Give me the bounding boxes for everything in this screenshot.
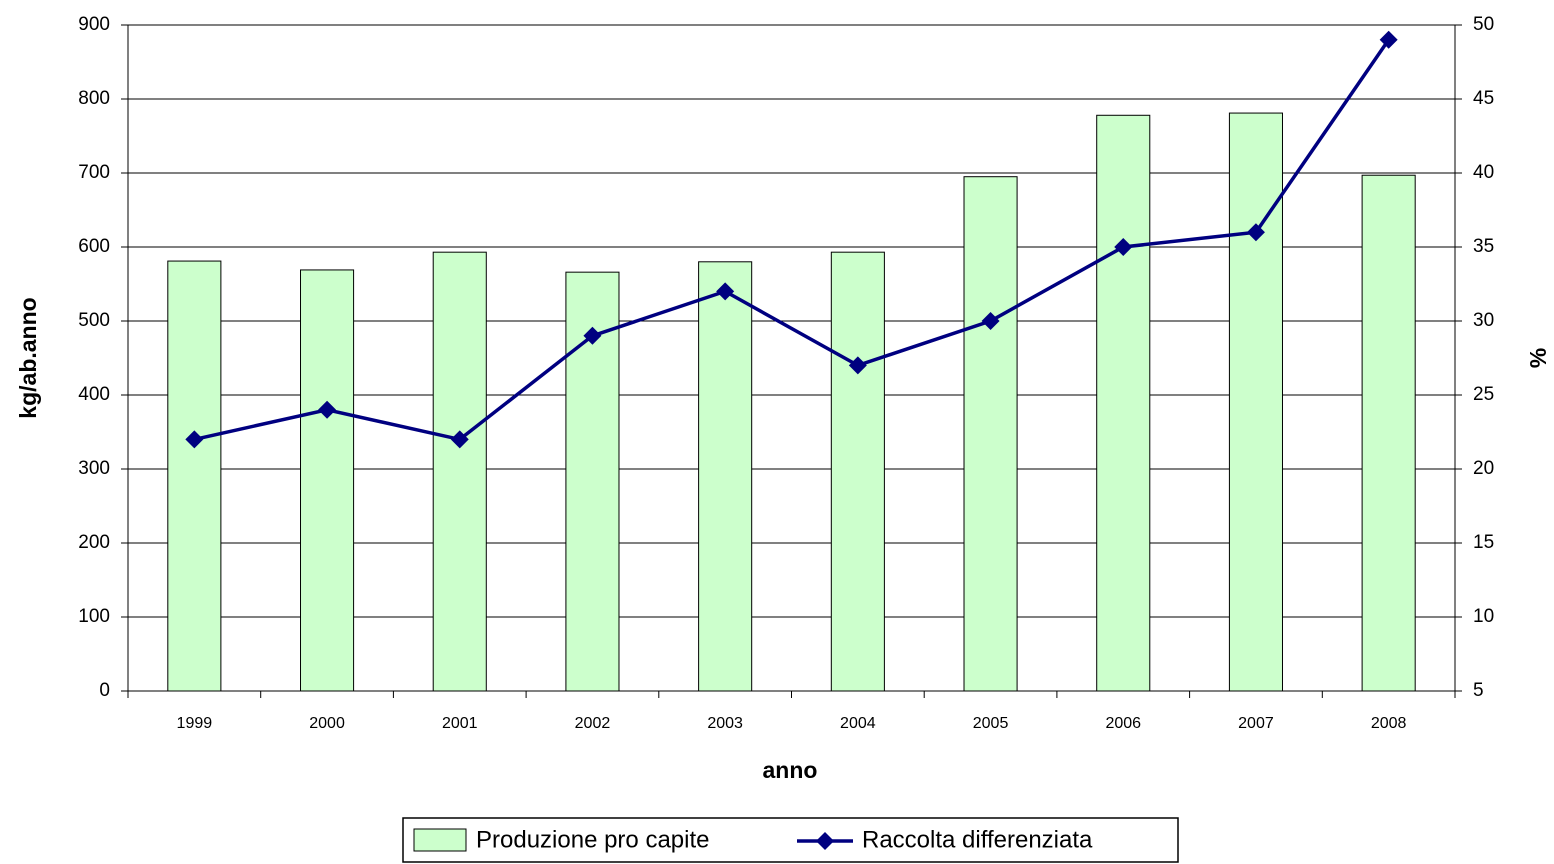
y-tick-label: 900: [78, 14, 110, 35]
y-tick-label: 700: [78, 162, 110, 183]
bar: [698, 261, 753, 692]
bar: [830, 251, 885, 692]
bar: [1096, 114, 1151, 692]
marker: [450, 430, 469, 449]
x-tick-label: 2004: [840, 715, 876, 732]
legend-marker: [816, 832, 834, 850]
y2-tick-label: 15: [1473, 532, 1494, 553]
marker: [981, 312, 1000, 330]
marker: [848, 356, 867, 375]
y2-tick-label: 20: [1473, 458, 1494, 479]
y-tick-label: 600: [78, 236, 110, 257]
y2-axis-title: %: [1525, 348, 1551, 368]
y-tick-label: 300: [78, 458, 110, 479]
x-tick-label: 2008: [1371, 715, 1407, 732]
legend-label: Produzione pro capite: [476, 826, 709, 853]
marker: [716, 282, 735, 301]
legend-box: [402, 817, 1179, 863]
marker: [1246, 223, 1265, 242]
y-tick-label: 500: [78, 310, 110, 331]
marker: [318, 400, 337, 419]
x-axis-title: anno: [763, 757, 818, 783]
x-tick-label: 1999: [177, 715, 213, 732]
x-tick-label: 2002: [575, 715, 611, 732]
bar: [432, 251, 487, 692]
y-axis-title: kg/ab.anno: [15, 297, 41, 418]
bar: [963, 176, 1018, 692]
marker: [185, 430, 204, 449]
y2-tick-label: 35: [1473, 236, 1494, 257]
legend-swatch: [413, 828, 467, 852]
y-tick-label: 400: [78, 384, 110, 405]
y2-tick-label: 40: [1473, 162, 1494, 183]
y2-tick-label: 5: [1473, 680, 1484, 701]
x-tick-label: 2005: [973, 715, 1009, 732]
y-tick-label: 200: [78, 532, 110, 553]
marker: [583, 326, 602, 345]
bar: [300, 269, 355, 692]
y2-tick-label: 10: [1473, 606, 1494, 627]
bar: [167, 260, 222, 692]
x-tick-label: 2006: [1105, 715, 1141, 732]
y2-tick-label: 50: [1473, 14, 1494, 35]
y2-tick-label: 45: [1473, 88, 1494, 109]
marker: [1379, 30, 1398, 49]
y2-tick-label: 25: [1473, 384, 1494, 405]
x-tick-label: 2003: [707, 715, 743, 732]
bar: [1228, 112, 1283, 692]
y-tick-label: 800: [78, 88, 110, 109]
y2-tick-label: 30: [1473, 310, 1494, 331]
x-tick-label: 2007: [1238, 715, 1274, 732]
x-tick-label: 2001: [442, 715, 478, 732]
legend-label: Raccolta differenziata: [862, 826, 1093, 853]
y-tick-label: 0: [99, 680, 110, 701]
y-tick-label: 100: [78, 606, 110, 627]
bar: [1361, 174, 1416, 692]
marker: [1114, 238, 1133, 256]
line: [193, 38, 1391, 442]
x-tick-label: 2000: [309, 715, 345, 732]
